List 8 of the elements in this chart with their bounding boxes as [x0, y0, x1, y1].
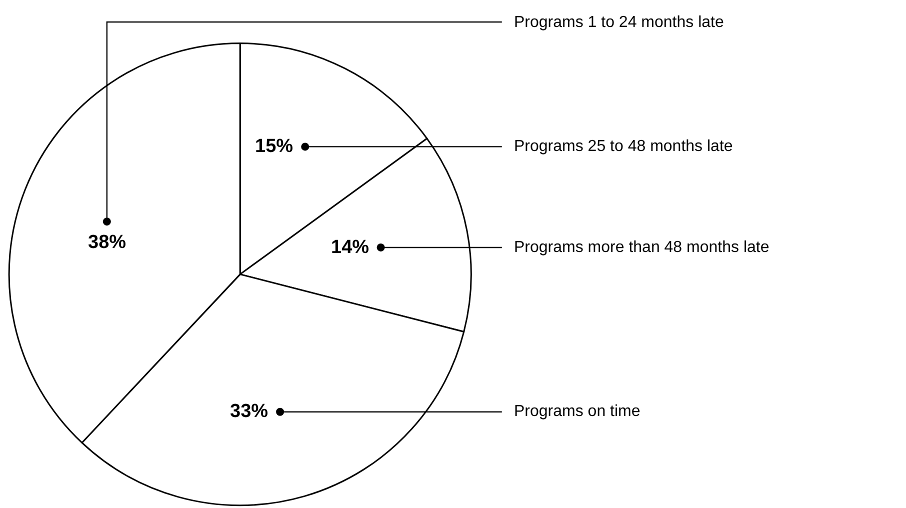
data-label: 14%: [331, 237, 370, 258]
slice-label: Programs 1 to 24 months late: [514, 14, 724, 31]
data-label: 33%: [230, 401, 268, 422]
slice-label: Programs more than 48 months late: [514, 239, 770, 256]
slice-label: Programs on time: [514, 403, 640, 420]
data-label: 15%: [255, 136, 294, 157]
data-label: 38%: [88, 232, 126, 253]
slice-label: Programs 25 to 48 months late: [514, 138, 733, 155]
